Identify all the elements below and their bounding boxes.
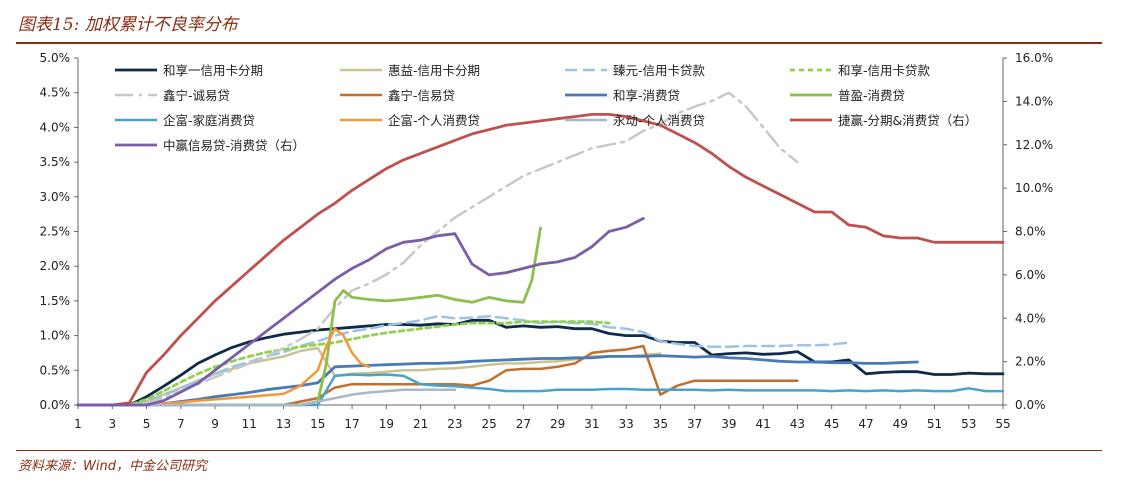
x-tick-label: 49 (893, 417, 908, 431)
legend-label-9: 企富-家庭消费贷 (163, 113, 255, 128)
left-tick-label: 3.5% (40, 155, 71, 169)
left-tick-label: 0.5% (40, 363, 71, 377)
legend-label-13: 中赢信易贷-消费贷（右） (163, 138, 305, 153)
right-tick-label: 16.0% (1015, 51, 1053, 65)
figure-title: 图表15: 加权累计不良率分布 (18, 15, 238, 35)
series-line-4 (76, 320, 611, 407)
source-note: 资料来源：Wind，中金公司研究 (18, 459, 207, 474)
x-tick-label: 25 (481, 417, 496, 431)
x-tick-label: 3 (108, 417, 116, 431)
x-tick-label: 29 (550, 417, 565, 431)
series-line-6 (76, 344, 799, 407)
left-tick-label: 3.0% (40, 190, 71, 204)
legend-label-6: 鑫宁-信易贷 (388, 88, 455, 103)
legend-label-11: 永动-个人消费贷 (613, 113, 705, 128)
right-tick-label: 10.0% (1015, 181, 1053, 195)
x-tick-label: 1 (74, 417, 82, 431)
legend-label-7: 和享-消费贷 (613, 88, 680, 103)
left-tick-label: 1.0% (40, 329, 71, 343)
x-tick-label: 55 (995, 417, 1010, 431)
x-tick-label: 53 (961, 417, 976, 431)
left-tick-label: 1.5% (40, 294, 71, 308)
x-tick-label: 41 (756, 417, 771, 431)
x-tick-label: 17 (344, 417, 359, 431)
left-tick-label: 0.0% (40, 398, 71, 412)
title-rule (16, 42, 1102, 44)
right-tick-label: 8.0% (1015, 225, 1046, 239)
right-tick-label: 6.0% (1015, 268, 1046, 282)
legend-label-10: 企富-个人消费贷 (388, 113, 480, 128)
series-line-12 (76, 113, 1005, 407)
left-tick-label: 5.0% (40, 51, 71, 65)
x-tick-label: 39 (721, 417, 736, 431)
x-tick-label: 51 (927, 417, 942, 431)
left-tick-label: 2.5% (40, 225, 71, 239)
series-line-11 (76, 388, 457, 407)
x-tick-label: 13 (276, 417, 291, 431)
source-rule (16, 450, 1102, 451)
series-line-13 (76, 217, 645, 407)
x-tick-label: 47 (858, 417, 873, 431)
x-tick-label: 21 (413, 417, 428, 431)
x-tick-label: 45 (824, 417, 839, 431)
series-line-8 (76, 226, 542, 407)
x-tick-label: 43 (790, 417, 805, 431)
x-tick-label: 11 (242, 417, 257, 431)
left-tick-label: 2.0% (40, 259, 71, 273)
x-tick-label: 5 (143, 417, 151, 431)
legend-label-8: 普盈-消费贷 (838, 88, 905, 103)
series-line-9 (76, 373, 1005, 407)
x-tick-label: 35 (653, 417, 668, 431)
legend-label-4: 和享-信用卡贷款 (838, 63, 931, 78)
chart-axes: 0.0% 0.5% 1.0% 1.5% 2.0% 2.5% 3.0% 3.5% 4.0% 4.5%… (40, 51, 1054, 431)
right-tick-label: 0.0% (1015, 398, 1046, 412)
left-tick-label: 4.0% (40, 120, 71, 134)
x-tick-label: 15 (310, 417, 325, 431)
chart-lines (76, 91, 1005, 407)
legend-label-3: 臻元-信用卡贷款 (613, 63, 706, 78)
x-tick-label: 19 (379, 417, 394, 431)
right-tick-label: 12.0% (1015, 138, 1053, 152)
left-tick-label: 4.5% (40, 86, 71, 100)
series-line-5 (76, 91, 799, 407)
right-tick-label: 4.0% (1015, 311, 1046, 325)
right-tick-label: 2.0% (1015, 355, 1046, 369)
series-line-10 (76, 327, 371, 407)
x-tick-label: 23 (447, 417, 462, 431)
series-line-3 (76, 314, 851, 407)
x-tick-label: 27 (516, 417, 531, 431)
legend-label-12: 捷赢-分期&消费贷（右） (838, 113, 977, 128)
x-tick-label: 7 (177, 417, 185, 431)
x-tick-label: 31 (584, 417, 599, 431)
legend-label-2: 惠益-信用卡分期 (388, 63, 480, 78)
x-tick-label: 9 (211, 417, 219, 431)
series-line-7 (76, 354, 919, 407)
legend-label-1: 和享一信用卡分期 (163, 63, 263, 78)
x-tick-label: 37 (687, 417, 702, 431)
x-tick-label: 33 (619, 417, 634, 431)
legend-label-5: 鑫宁-诚易贷 (163, 88, 230, 103)
right-tick-label: 14.0% (1015, 94, 1053, 108)
